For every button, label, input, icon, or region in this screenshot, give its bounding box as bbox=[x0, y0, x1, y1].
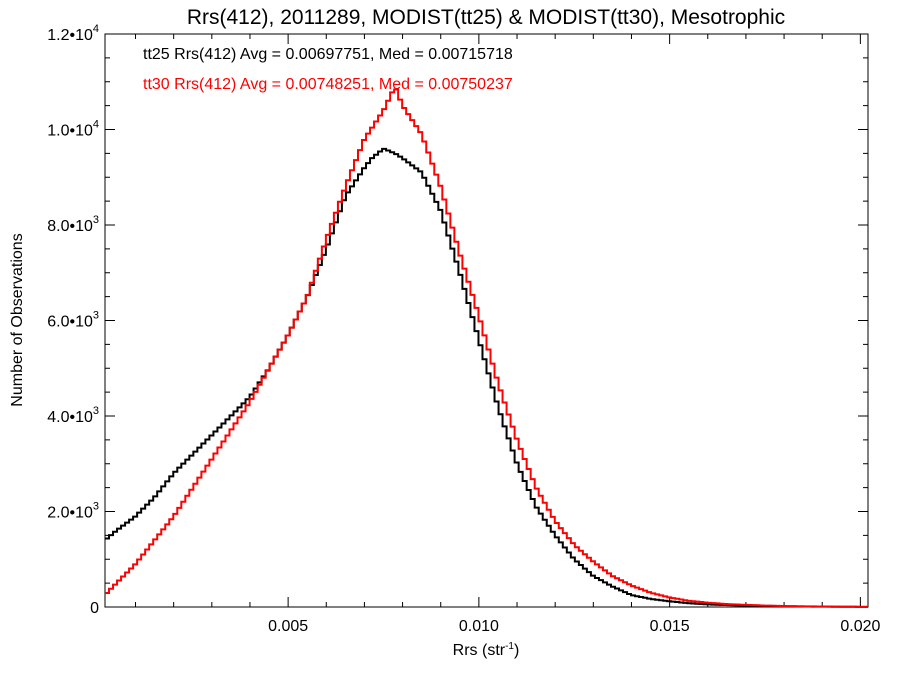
series-layer bbox=[105, 88, 868, 608]
chart-title: Rrs(412), 2011289, MODIST(tt25) & MODIST… bbox=[187, 6, 785, 29]
legend-entry-tt30: tt30 Rrs(412) Avg = 0.00748251, Med = 0.… bbox=[143, 76, 513, 93]
y-tick-label: 1.0•104 bbox=[47, 119, 99, 140]
y-tick-label: 2.0•103 bbox=[47, 501, 99, 522]
plot-area bbox=[104, 33, 869, 608]
axis-ticks: 0.005 0.010 0.015 0.020 0 2.0•103 4.0•103 6.0•1… bbox=[47, 23, 880, 635]
x-tick-label: 0.020 bbox=[840, 618, 880, 635]
y-tick-label: 6.0•103 bbox=[47, 310, 99, 331]
x-tick-label: 0.015 bbox=[650, 618, 690, 635]
y-tick-label: 0 bbox=[90, 600, 99, 617]
legend-entry-tt25: tt25 Rrs(412) Avg = 0.00697751, Med = 0.… bbox=[143, 46, 513, 63]
y-tick-label: 8.0•103 bbox=[47, 214, 99, 235]
x-tick-label: 0.005 bbox=[268, 618, 308, 635]
y-tick-label: 4.0•103 bbox=[47, 405, 99, 426]
y-axis-label: Number of Observations bbox=[9, 233, 26, 406]
x-tick-label: 0.010 bbox=[459, 618, 499, 635]
y-tick-label: 1.2•104 bbox=[47, 23, 99, 44]
x-axis-label: Rrs (str-1) bbox=[453, 641, 520, 659]
series-line-tt30 bbox=[105, 88, 868, 608]
